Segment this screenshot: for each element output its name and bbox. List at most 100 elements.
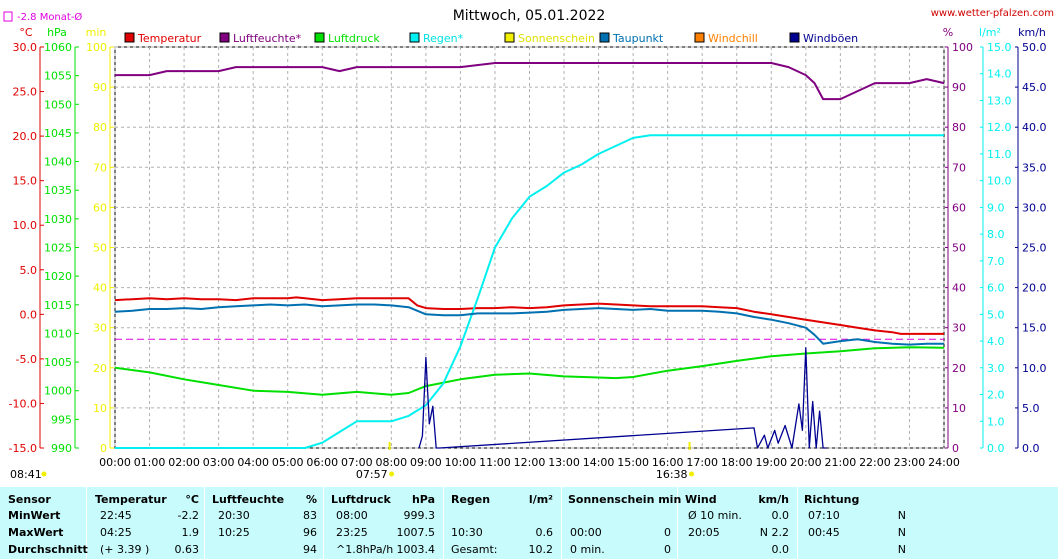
right-axis-tick: 45.0 bbox=[1022, 81, 1047, 94]
left-axis-tick: 1040 bbox=[44, 156, 72, 169]
wind-time: 20:05 bbox=[688, 526, 720, 539]
right-axis-tick: 14.0 bbox=[987, 68, 1012, 81]
pres-time: 08:00 bbox=[336, 509, 368, 522]
x-tick-label: 09:00 bbox=[410, 456, 442, 469]
left-axis-tick: 10.0 bbox=[13, 219, 38, 232]
right-axis-tick: 6.0 bbox=[987, 282, 1005, 295]
header-temp-unit: °C bbox=[185, 493, 199, 506]
legend-swatch bbox=[409, 32, 420, 43]
left-axis-tick: 1035 bbox=[44, 184, 72, 197]
right-axis-tick: 12.0 bbox=[987, 121, 1012, 134]
header-rain-unit: l/m² bbox=[528, 493, 553, 506]
footer-sun-dot bbox=[41, 471, 47, 477]
x-tick-label: 03:00 bbox=[203, 456, 235, 469]
right-axis-tick: 5.0 bbox=[1022, 402, 1040, 415]
summary-table: Sensor Temperatur °C Luftfeuchte% Luftdruck h… bbox=[0, 487, 1058, 559]
sun-time: 0 min. bbox=[570, 543, 605, 556]
legend-swatch bbox=[599, 32, 610, 43]
right-axis-tick: 13.0 bbox=[987, 94, 1012, 107]
legend-swatch bbox=[219, 32, 230, 43]
right-axis-tick: 0 bbox=[952, 442, 959, 455]
right-axis-tick: 30 bbox=[952, 322, 966, 335]
pres-value: 999.3 bbox=[403, 509, 436, 522]
right-axis-unit: km/h bbox=[1018, 26, 1046, 39]
temp-value: -2.2 bbox=[177, 509, 199, 522]
x-tick-label: 13:00 bbox=[548, 456, 580, 469]
summary-divider bbox=[204, 487, 205, 559]
x-tick-label: 18:00 bbox=[721, 456, 753, 469]
dir-value: N bbox=[897, 509, 906, 522]
left-axis-tick: 25.0 bbox=[13, 86, 38, 99]
hum-value: 94 bbox=[303, 543, 317, 556]
legend-entry: Windchill bbox=[708, 32, 758, 45]
right-axis-tick: 11.0 bbox=[987, 148, 1012, 161]
x-tick-label: 16:00 bbox=[652, 456, 684, 469]
sun-value: 0 bbox=[664, 526, 671, 539]
x-tick-label: 15:00 bbox=[617, 456, 649, 469]
right-axis-tick: 50 bbox=[952, 242, 966, 255]
summary-divider bbox=[86, 487, 87, 559]
header-pres: Luftdruck bbox=[331, 493, 391, 506]
left-axis-tick: 1025 bbox=[44, 242, 72, 255]
right-axis-tick: 60 bbox=[952, 201, 966, 214]
right-axis-tick: 80 bbox=[952, 121, 966, 134]
series-line-luftfeuchte bbox=[115, 62, 945, 101]
hum-time: 20:30 bbox=[218, 509, 250, 522]
dir-time: 00:45 bbox=[808, 526, 840, 539]
header-sun: Sonnenschein min bbox=[568, 493, 682, 506]
x-tick-label: 19:00 bbox=[755, 456, 787, 469]
sun-time: 00:00 bbox=[570, 526, 602, 539]
chart-title: Mittwoch, 05.01.2022 bbox=[453, 8, 606, 24]
temp-time: 22:45 bbox=[100, 509, 132, 522]
right-axis-tick: 40 bbox=[952, 282, 966, 295]
header-dir: Richtung bbox=[804, 493, 860, 506]
pres-value: 1003.4 bbox=[396, 543, 436, 556]
weather-chart: 00:00 01:00 02:00 03:00 04:00 05:00 06:00 07:00… bbox=[3, 8, 1054, 481]
right-axis-tick: 40.0 bbox=[1022, 121, 1047, 134]
legend-entry: Windböen bbox=[803, 32, 858, 45]
wind-value: 0.0 bbox=[771, 509, 790, 522]
legend-swatch bbox=[504, 32, 515, 43]
left-axis-tick: 1015 bbox=[44, 299, 72, 312]
sunrise-dot bbox=[389, 471, 395, 477]
left-axis-tick: 1055 bbox=[44, 70, 72, 83]
legend-entry: Luftdruck bbox=[328, 32, 380, 45]
hum-value: 96 bbox=[303, 526, 317, 539]
x-tick-label: 04:00 bbox=[237, 456, 269, 469]
left-axis-tick: -15.0 bbox=[9, 442, 37, 455]
left-axis-tick: 995 bbox=[51, 413, 72, 426]
right-axis-tick: 3.0 bbox=[987, 362, 1005, 375]
hum-value: 83 bbox=[303, 509, 317, 522]
right-axis-tick: 100 bbox=[952, 41, 973, 54]
wind-value: N 2.2 bbox=[759, 526, 789, 539]
dir-time: 07:10 bbox=[808, 509, 840, 522]
right-axis-tick: 20.0 bbox=[1022, 282, 1047, 295]
sunset-time: 16:38 bbox=[656, 468, 688, 481]
x-tick-label: 10:00 bbox=[445, 456, 477, 469]
sun-value: 0 bbox=[664, 543, 671, 556]
row-label: MaxWert bbox=[8, 526, 64, 539]
right-axis-tick: 25.0 bbox=[1022, 242, 1047, 255]
right-axis-tick: 5.0 bbox=[987, 308, 1005, 321]
legend-entry: Regen* bbox=[423, 32, 464, 45]
summary-divider bbox=[797, 487, 798, 559]
left-axis-tick: 1005 bbox=[44, 356, 72, 369]
right-axis-tick: 20 bbox=[952, 362, 966, 375]
x-tick-label: 01:00 bbox=[134, 456, 166, 469]
footer-time: 08:41 bbox=[10, 468, 42, 481]
dir-value: N bbox=[897, 543, 906, 556]
left-axis-tick: 1000 bbox=[44, 385, 72, 398]
left-axis-unit: °C bbox=[19, 26, 33, 39]
summary-divider bbox=[323, 487, 324, 559]
left-axis-unit: hPa bbox=[47, 26, 67, 39]
x-tick-label: 05:00 bbox=[272, 456, 304, 469]
header-hum-unit: % bbox=[305, 493, 317, 506]
left-axis-tick: 5.0 bbox=[20, 264, 38, 277]
x-tick-label: 24:00 bbox=[928, 456, 960, 469]
header-hum: Luftfeuchte bbox=[212, 493, 285, 506]
series-line-windben bbox=[418, 347, 827, 449]
left-axis-tick: 15.0 bbox=[13, 175, 38, 188]
wind-time: Ø 10 min. bbox=[688, 509, 742, 522]
rain-time: 10:30 bbox=[451, 526, 483, 539]
left-axis-tick: 1050 bbox=[44, 98, 72, 111]
